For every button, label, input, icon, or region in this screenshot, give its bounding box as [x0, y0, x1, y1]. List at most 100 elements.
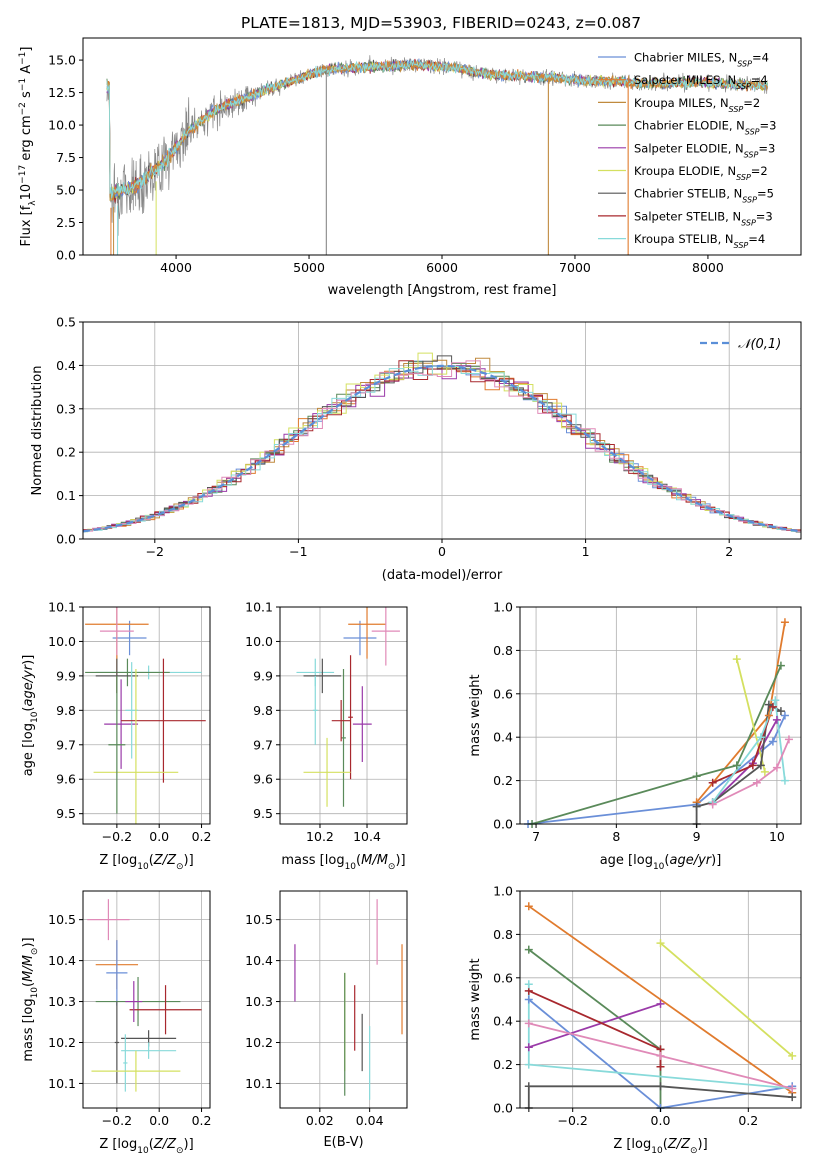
- weight-marker: [756, 761, 765, 770]
- weight-marker: [780, 711, 789, 720]
- figure-title: PLATE=1813, MJD=53903, FIBERID=0243, z=0…: [241, 14, 641, 32]
- y-tick-label: 10.1: [245, 600, 273, 615]
- weight-marker: [524, 995, 533, 1004]
- label-part: 10: [137, 1146, 149, 1156]
- axes-frame: [82, 606, 211, 825]
- y-tick-label: 0.6: [493, 970, 513, 985]
- y-tick-label: 9.8: [253, 703, 273, 718]
- legend-sub: SSP: [744, 150, 759, 159]
- weight-marker: [752, 778, 761, 787]
- x-axis-label: (data-model)/error: [382, 568, 503, 583]
- y-axis-label: mass [log10(M/M⊙)]: [21, 937, 40, 1061]
- y-tick-label: 1.0: [493, 600, 513, 615]
- age-vs-mass-plot-area: [296, 607, 400, 807]
- legend-sub: SSP: [737, 59, 752, 68]
- y-tick-label: 10.0: [48, 118, 76, 133]
- y-axis-label: Flux [fλ10−17 erg cm−2 s−1 A−1]: [18, 47, 38, 247]
- x-tick-label: 0.0: [149, 829, 169, 844]
- y-tick-label: 0.3: [56, 401, 76, 416]
- label-part: (: [149, 853, 154, 868]
- y-tick-label: 0.2: [493, 773, 513, 788]
- y-tick-label: 10.0: [245, 634, 273, 649]
- x-tick-label: 4000: [160, 260, 192, 275]
- y-tick-label: 10.0: [48, 634, 76, 649]
- x-tick-label: 0.0: [149, 1113, 169, 1128]
- weight-marker: [772, 715, 781, 724]
- y-tick-label: 10.4: [245, 953, 273, 968]
- weight-marker: [788, 1084, 797, 1093]
- weight-marker: [692, 772, 701, 781]
- spectrum-model-line: [106, 59, 768, 199]
- axes-frame: [519, 606, 802, 825]
- mass-weight-vs-Z-panel: −0.2 0.0 0.2 0.0 0.2 0.4 0.6 0.8 1.0 Z [log10(Z/Z…: [468, 884, 802, 1156]
- weight-marker: [771, 696, 780, 705]
- weight-line: [735, 658, 766, 773]
- label-part: (: [663, 1137, 668, 1152]
- x-tick-label: 9: [693, 829, 701, 844]
- weight-marker: [524, 980, 533, 989]
- label-part: mass [log: [21, 998, 36, 1061]
- y-tick-label: 12.5: [48, 85, 76, 100]
- legend-label: Kroupa ELODIE, N: [634, 164, 736, 178]
- legend-label: Salpeter ELODIE, N: [634, 141, 744, 155]
- y-tick-label: 10.1: [48, 600, 76, 615]
- y-tick-label: 0.0: [493, 817, 513, 832]
- y-axis-label: age [log10(age/yr)]: [21, 655, 40, 777]
- label-part: 10: [30, 987, 40, 999]
- label-part: )]: [711, 853, 721, 868]
- label-part: age/yr: [21, 663, 36, 706]
- weight-marker: [656, 1082, 665, 1091]
- y-axis-label: mass weight: [468, 674, 483, 756]
- x-tick-label: −2: [146, 544, 164, 559]
- label-part: −1: [18, 52, 28, 65]
- label-part: mass [log: [281, 853, 344, 868]
- y-tick-label: 10.3: [245, 994, 273, 1009]
- label-part: −1: [18, 78, 28, 91]
- y-tick-label: 0.2: [493, 1057, 513, 1072]
- legend-tail: =4: [751, 73, 768, 87]
- label-part: M/M: [21, 955, 36, 982]
- weight-marker: [524, 1082, 533, 1091]
- spectrum-plot-area: [106, 55, 768, 255]
- label-part: 10: [345, 862, 357, 872]
- mass-vs-EBV-panel: 0.02 0.04 10.1 10.2 10.3 10.4 10.5 E(B-V): [245, 890, 408, 1150]
- weight-marker: [656, 1051, 665, 1060]
- label-part: Flux [f: [19, 205, 34, 246]
- weight-marker: [656, 939, 665, 948]
- x-tick-label: 7000: [559, 260, 591, 275]
- x-axis-label: E(B-V): [323, 1135, 363, 1150]
- mass-weight-vs-age-plot-area: [527, 622, 790, 824]
- age-vs-Z-panel: −0.2 0.0 0.29.59.69.79.89.910.010.1Z [log1…: [21, 600, 211, 873]
- weight-marker: [748, 761, 757, 770]
- weight-marker: [692, 802, 701, 811]
- legend-entry: Chabrier MILES, NSSP=4: [634, 51, 769, 69]
- weight-marker: [708, 778, 717, 787]
- y-tick-label: 10.1: [245, 1076, 273, 1091]
- label-part: Z/Z: [153, 1137, 177, 1152]
- label-part: 10: [30, 711, 40, 723]
- x-axis-label: mass [log10(M/M⊙)]: [281, 853, 405, 872]
- label-part: (: [149, 1137, 154, 1152]
- weight-marker: [524, 1019, 533, 1028]
- legend-tail: =5: [757, 187, 774, 201]
- weight-marker: [756, 733, 765, 742]
- x-tick-label: 5000: [293, 260, 325, 275]
- label-part: (: [664, 853, 669, 868]
- weight-marker: [768, 737, 777, 746]
- legend-label: Kroupa STELIB, N: [634, 232, 734, 246]
- y-tick-label: 0.4: [493, 1014, 513, 1029]
- label-part: Z [log: [99, 1137, 137, 1152]
- y-tick-label: 9.7: [253, 737, 273, 752]
- label-part: 10: [137, 862, 149, 872]
- legend-tail: =3: [756, 209, 773, 223]
- x-axis-label: age [log10(age/yr)]: [600, 853, 722, 872]
- weight-marker: [768, 702, 777, 711]
- y-tick-label: 0.8: [493, 927, 513, 942]
- x-tick-label: 0.04: [356, 1113, 384, 1128]
- weight-marker: [732, 655, 741, 664]
- weight-marker: [788, 1093, 797, 1102]
- y-tick-label: 0.1: [56, 488, 76, 503]
- legend-sub: SSP: [745, 127, 760, 136]
- label-part: )]: [698, 1137, 708, 1152]
